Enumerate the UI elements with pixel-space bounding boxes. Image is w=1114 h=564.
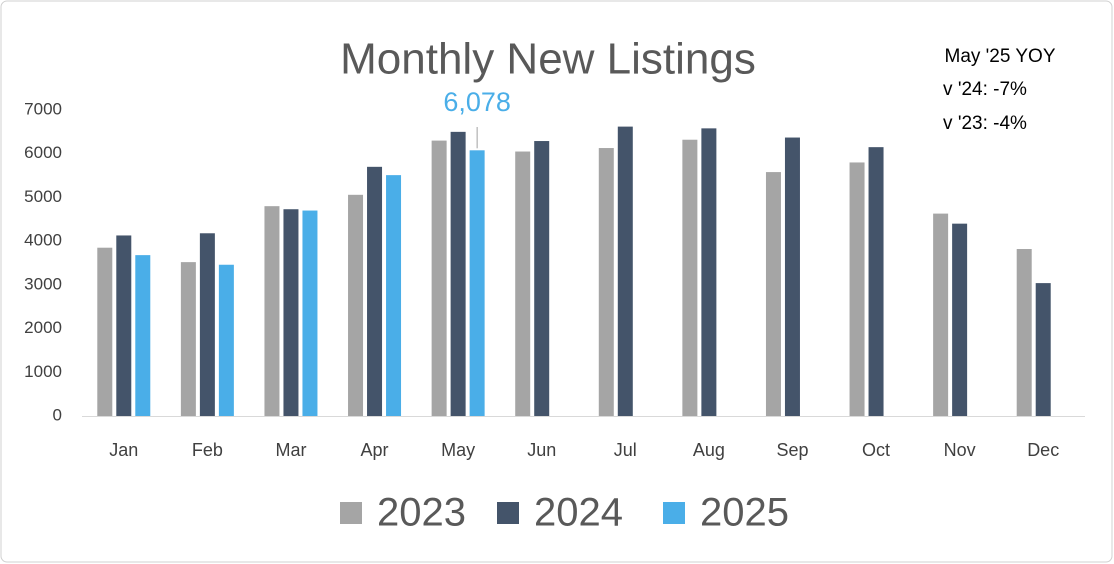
- bar: [868, 147, 884, 416]
- bar: [765, 172, 781, 416]
- x-tick-label: Oct: [862, 440, 890, 460]
- bar: [283, 209, 299, 416]
- bar: [469, 150, 485, 416]
- data-label: 6,078: [443, 87, 511, 117]
- legend-swatch: [663, 502, 685, 524]
- y-tick-label: 4000: [24, 231, 62, 250]
- bar: [348, 194, 364, 416]
- y-tick-label: 2000: [24, 318, 62, 337]
- legend-swatch: [340, 502, 362, 524]
- bar: [264, 206, 280, 416]
- x-tick-label: May: [441, 440, 475, 460]
- x-tick-label: Jul: [614, 440, 637, 460]
- bar: [1035, 283, 1051, 416]
- x-tick-label: Nov: [944, 440, 976, 460]
- bar: [534, 141, 550, 416]
- bar: [199, 233, 215, 416]
- annotation: v '24: -7%: [943, 79, 1027, 100]
- bar: [952, 223, 968, 416]
- y-tick-label: 1000: [24, 362, 62, 381]
- bar: [180, 262, 196, 416]
- bar: [116, 235, 132, 416]
- annotation: v '23: -4%: [943, 113, 1027, 134]
- bar: [849, 162, 865, 416]
- y-tick-label: 6000: [24, 143, 62, 162]
- bar: [218, 264, 234, 416]
- x-tick-label: Feb: [192, 440, 223, 460]
- bar: [598, 148, 614, 416]
- x-tick-label: Dec: [1027, 440, 1059, 460]
- bar: [617, 126, 633, 417]
- bar: [1016, 249, 1032, 416]
- y-tick-label: 0: [53, 405, 62, 424]
- legend-label: 2024: [534, 491, 623, 535]
- bar: [701, 128, 717, 417]
- bar: [784, 137, 800, 417]
- bar: [302, 210, 318, 416]
- legend-swatch: [497, 502, 519, 524]
- x-tick-label: Sep: [776, 440, 808, 460]
- bar: [515, 151, 531, 416]
- annotation: May '25 YOY: [945, 46, 1056, 67]
- bar: [386, 175, 402, 416]
- legend-label: 2025: [700, 491, 789, 535]
- bar: [367, 166, 383, 416]
- x-tick-label: Jun: [527, 440, 556, 460]
- bar: [933, 213, 949, 416]
- bar: [97, 247, 113, 416]
- bar: [431, 140, 447, 416]
- x-tick-label: Jan: [109, 440, 138, 460]
- x-tick-label: Mar: [275, 440, 306, 460]
- y-tick-label: 7000: [24, 99, 62, 118]
- y-tick-label: 3000: [24, 274, 62, 293]
- y-tick-label: 5000: [24, 187, 62, 206]
- bar: [135, 255, 151, 416]
- bar: [450, 131, 466, 416]
- chart-title: Monthly New Listings: [340, 35, 756, 84]
- x-tick-label: Apr: [361, 440, 389, 460]
- legend-label: 2023: [377, 491, 466, 535]
- bar: [682, 139, 698, 416]
- x-tick-label: Aug: [693, 440, 725, 460]
